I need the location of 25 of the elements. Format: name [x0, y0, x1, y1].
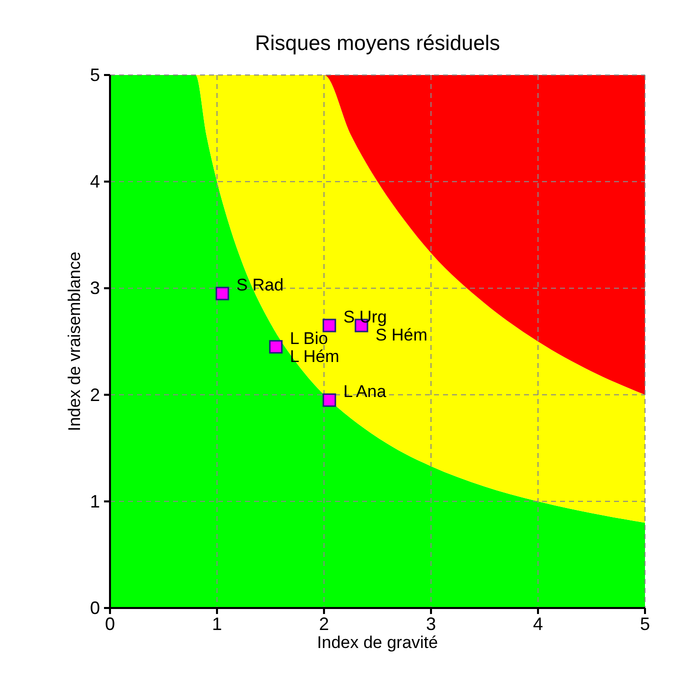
y-axis-title: Index de vraisemblance — [65, 252, 84, 432]
annotation: S Rad — [236, 276, 284, 295]
y-tick-label: 5 — [90, 65, 100, 85]
y-tick-label: 3 — [90, 278, 100, 298]
point — [216, 286, 230, 300]
y-tick-label: 2 — [90, 384, 100, 405]
x-axis-title: Index de gravité — [317, 633, 438, 652]
x-tick-label: 2 — [318, 614, 330, 634]
x-tick-label: 4 — [532, 614, 544, 634]
annotation: L Bio — [290, 328, 328, 348]
x-tick-label: 1 — [212, 614, 222, 634]
point — [269, 340, 283, 354]
x-tick-label: 5 — [640, 614, 650, 634]
x-tick-label: 0 — [104, 614, 116, 634]
point — [322, 318, 336, 332]
annotation: L Ana — [343, 382, 387, 402]
annotation: S Urg — [343, 308, 387, 327]
annotation: S Hém — [375, 326, 428, 345]
y-tick-label: 0 — [90, 598, 100, 618]
annotation: L Hém — [290, 346, 340, 366]
y-tick-label: 1 — [90, 491, 100, 512]
point — [322, 393, 336, 407]
y-tick-label: 4 — [90, 172, 100, 192]
chart-title: Risques moyens résiduels — [254, 32, 500, 55]
x-tick-label: 3 — [426, 614, 436, 634]
